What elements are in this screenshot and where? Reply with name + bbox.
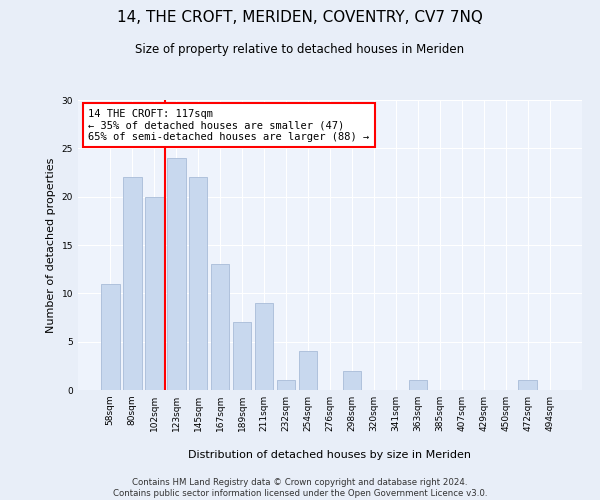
Bar bbox=[123, 178, 142, 390]
Text: Size of property relative to detached houses in Meriden: Size of property relative to detached ho… bbox=[136, 42, 464, 56]
Bar bbox=[255, 303, 274, 390]
Bar bbox=[277, 380, 295, 390]
Bar bbox=[343, 370, 361, 390]
Text: Distribution of detached houses by size in Meriden: Distribution of detached houses by size … bbox=[188, 450, 472, 460]
Bar bbox=[189, 178, 208, 390]
Text: 14 THE CROFT: 117sqm
← 35% of detached houses are smaller (47)
65% of semi-detac: 14 THE CROFT: 117sqm ← 35% of detached h… bbox=[88, 108, 370, 142]
Y-axis label: Number of detached properties: Number of detached properties bbox=[46, 158, 56, 332]
Bar bbox=[518, 380, 537, 390]
Bar bbox=[409, 380, 427, 390]
Text: 14, THE CROFT, MERIDEN, COVENTRY, CV7 7NQ: 14, THE CROFT, MERIDEN, COVENTRY, CV7 7N… bbox=[117, 10, 483, 25]
Bar bbox=[145, 196, 164, 390]
Bar bbox=[101, 284, 119, 390]
Bar bbox=[167, 158, 185, 390]
Text: Contains HM Land Registry data © Crown copyright and database right 2024.
Contai: Contains HM Land Registry data © Crown c… bbox=[113, 478, 487, 498]
Bar bbox=[299, 352, 317, 390]
Bar bbox=[211, 264, 229, 390]
Bar bbox=[233, 322, 251, 390]
